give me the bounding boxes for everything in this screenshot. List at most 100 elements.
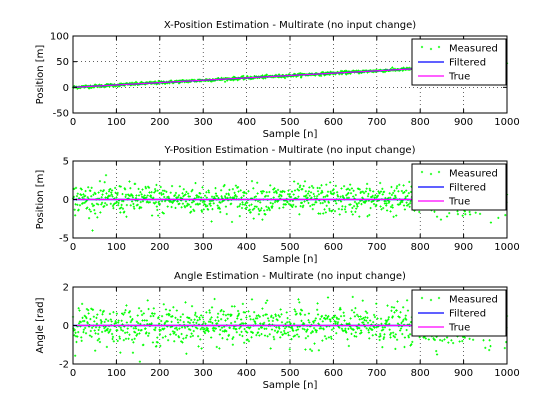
- data-point: [302, 204, 305, 207]
- data-point: [210, 336, 213, 339]
- data-point: [203, 203, 206, 206]
- data-point: [122, 313, 125, 316]
- data-point: [456, 213, 460, 216]
- data-point: [194, 203, 198, 206]
- data-point: [194, 181, 197, 185]
- data-point: [210, 306, 214, 309]
- data-point: [138, 205, 142, 209]
- y-tick-label: -50: [53, 109, 69, 120]
- data-point: [149, 315, 152, 318]
- data-point: [101, 330, 104, 334]
- x-tick-label: 700: [367, 117, 386, 128]
- data-point: [247, 190, 250, 193]
- data-point: [172, 332, 175, 335]
- data-point: [228, 188, 231, 191]
- data-point: [177, 194, 181, 197]
- data-point: [252, 187, 255, 190]
- data-point: [273, 191, 276, 194]
- data-point: [185, 334, 188, 337]
- data-point: [253, 196, 256, 199]
- x-tick-label: 1000: [494, 242, 519, 253]
- data-point: [244, 207, 247, 210]
- data-point: [236, 205, 239, 208]
- data-point: [165, 313, 168, 316]
- data-point: [120, 319, 123, 322]
- chart-angle: 0 100 200 300 400 500 600 700 800 900 1000-202Angl…: [35, 271, 520, 391]
- data-point: [131, 196, 135, 199]
- data-point: [318, 186, 321, 190]
- data-point: [124, 195, 127, 198]
- data-point: [226, 196, 229, 199]
- data-point: [121, 207, 125, 210]
- legend-label: True: [448, 323, 470, 334]
- data-point: [227, 193, 231, 197]
- data-point: [126, 327, 129, 330]
- data-point: [159, 329, 162, 332]
- data-point: [156, 189, 159, 192]
- data-point: [265, 205, 268, 208]
- data-point: [117, 204, 120, 207]
- data-point: [154, 80, 157, 83]
- data-point: [181, 341, 184, 344]
- data-point: [112, 340, 115, 343]
- data-point: [190, 332, 193, 335]
- data-point: [119, 211, 122, 214]
- data-point: [92, 193, 95, 196]
- data-point: [121, 192, 124, 196]
- data-point: [381, 187, 384, 190]
- data-point: [140, 193, 143, 196]
- data-point: [268, 190, 271, 194]
- data-point: [146, 200, 149, 203]
- data-point: [101, 193, 104, 196]
- data-point: [409, 199, 412, 203]
- data-point: [390, 185, 393, 189]
- data-point: [152, 196, 155, 199]
- data-point: [124, 309, 127, 312]
- data-point: [273, 187, 276, 190]
- data-point: [204, 329, 208, 332]
- data-point: [276, 200, 279, 203]
- data-point: [377, 190, 380, 193]
- data-point: [112, 207, 115, 210]
- data-point: [213, 297, 216, 301]
- data-point: [173, 327, 177, 330]
- data-point: [263, 209, 266, 212]
- data-point: [408, 180, 411, 184]
- data-point: [217, 312, 220, 315]
- data-point: [200, 314, 203, 317]
- data-point: [110, 332, 114, 336]
- data-point: [256, 200, 260, 203]
- data-point: [357, 187, 360, 190]
- data-point: [245, 206, 248, 209]
- data-point: [336, 195, 340, 198]
- data-point: [174, 206, 177, 210]
- data-point: [316, 195, 319, 198]
- data-point: [77, 331, 80, 334]
- data-point: [113, 202, 116, 205]
- data-point: [206, 327, 209, 330]
- data-point: [388, 192, 391, 195]
- x-tick-label: 1000: [494, 368, 519, 379]
- data-point: [320, 184, 323, 187]
- data-point: [109, 328, 112, 331]
- data-point: [181, 202, 185, 205]
- data-point: [321, 191, 324, 194]
- data-point: [203, 327, 206, 330]
- data-point: [124, 193, 128, 196]
- y-axis-label: Position [m]: [35, 45, 46, 105]
- data-point: [169, 191, 172, 194]
- x-tick-label: 300: [194, 368, 213, 379]
- data-point: [177, 336, 181, 339]
- data-point: [108, 194, 112, 197]
- data-point: [207, 208, 210, 211]
- data-point: [385, 204, 388, 207]
- data-point: [371, 200, 374, 203]
- data-point: [204, 205, 208, 208]
- data-point: [319, 74, 323, 77]
- data-point: [187, 320, 190, 324]
- data-point: [257, 213, 261, 216]
- data-point: [278, 207, 281, 210]
- data-point: [296, 182, 300, 185]
- data-point: [105, 192, 108, 195]
- data-point: [249, 211, 252, 214]
